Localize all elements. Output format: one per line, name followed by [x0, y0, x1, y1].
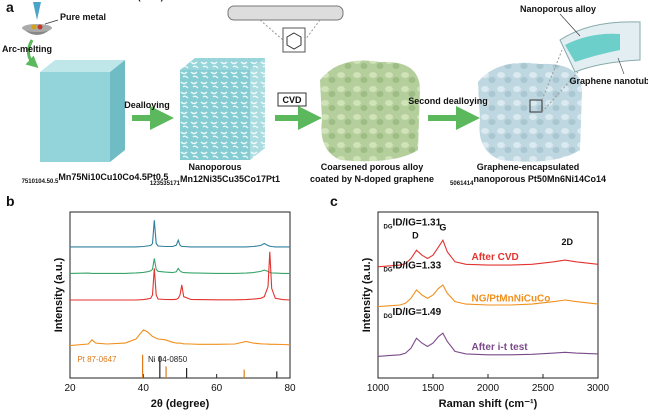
pointer	[44, 19, 59, 25]
step-label: Nanoporous alloy	[520, 4, 596, 14]
zoom-box	[529, 99, 543, 113]
caption: Coarsened porous alloy	[321, 162, 424, 172]
pointer	[617, 57, 625, 75]
caption: Graphene-encapsulated	[477, 162, 580, 172]
pyridine-box	[282, 27, 306, 53]
x-axis-label: 2θ (degree)	[151, 398, 210, 410]
caption: Nanoporous	[189, 162, 242, 172]
series-label: After CVD	[472, 252, 519, 263]
zoom-line	[304, 19, 321, 41]
crucible-top	[22, 24, 52, 32]
y-axis-label: Intensity (a.u.)	[361, 257, 373, 332]
reference-label: Pt 87-0647	[77, 355, 117, 364]
cube-top	[40, 60, 125, 72]
metal	[31, 24, 37, 30]
annotation: DGID/IG=1.31	[384, 217, 442, 230]
x-tick-label: 40	[138, 383, 150, 394]
coarsened-alloy	[320, 60, 420, 162]
pointer	[559, 13, 581, 37]
nanotube-alloy	[565, 33, 620, 62]
electrode	[33, 2, 41, 20]
series-line	[377, 238, 599, 268]
metal	[37, 24, 43, 30]
series-line	[69, 258, 290, 274]
series-line	[377, 332, 599, 357]
cube-side	[110, 60, 125, 162]
cvd-tube	[227, 5, 344, 21]
caption: coated by N-doped graphene	[310, 174, 434, 184]
step-label: Second dealloying	[408, 96, 488, 106]
panel-label: c	[330, 193, 338, 209]
porous-top	[180, 58, 265, 70]
x-tick-label: 60	[211, 383, 223, 394]
x-tick-label: 80	[284, 383, 296, 394]
x-tick-label: 20	[64, 383, 76, 394]
zoom-line	[541, 71, 579, 113]
series-line	[70, 220, 290, 248]
annotation: 2D	[561, 237, 573, 247]
zoom-line	[541, 49, 563, 101]
annotation: D	[412, 231, 419, 241]
schematic: a Pure metal Arc-melting Dealloying CVD …	[2, 0, 648, 162]
x-tick-label: 2500	[532, 383, 555, 394]
panel-label: b	[6, 193, 15, 209]
step-label: Graphene nanotube	[569, 76, 648, 86]
annotation: G	[439, 222, 446, 232]
porous-front	[180, 70, 250, 160]
reference-label: Ni 04-0850	[148, 355, 188, 364]
series-line	[377, 284, 599, 308]
cube-front	[40, 72, 110, 162]
y-axis-label: Intensity (a.u.)	[53, 257, 65, 332]
caption: 7510104.50.5Mn75Ni10Cu10Co4.5Pt0.5	[22, 172, 169, 185]
step-label: CVD	[282, 95, 302, 105]
series-label: NG/PtMnNiCuCo	[472, 294, 551, 305]
pyridine	[286, 32, 302, 50]
series-line	[70, 251, 291, 301]
arrow	[25, 39, 39, 69]
zoom-line	[259, 19, 284, 41]
x-tick-label: 2000	[477, 383, 500, 394]
annotation: (1 1 1)	[138, 0, 164, 2]
caption: 123535171Mn12Ni35Cu35Co17Pt1	[150, 174, 280, 187]
x-axis-label: Raman shift (cm⁻¹)	[439, 398, 538, 410]
cvd-box	[277, 92, 307, 107]
chart: c 1000 1500 2000 2500 3000 Raman shift (cm⁻¹) I…	[330, 193, 610, 410]
step-label: Arc-melting	[2, 44, 52, 54]
x-tick-label: 1000	[367, 383, 390, 394]
plot-frame	[69, 211, 291, 379]
step-label: Dealloying	[124, 100, 170, 110]
series-line	[69, 329, 291, 347]
porous-side	[250, 58, 265, 160]
annotation: DGID/IG=1.33	[384, 260, 442, 273]
panel-label: a	[6, 0, 14, 15]
x-tick-label: 3000	[587, 383, 610, 394]
step-label: Pure metal	[60, 12, 106, 22]
series-label: After i-t test	[472, 342, 529, 353]
x-tick-label: 1500	[422, 383, 445, 394]
annotation: DGID/IG=1.49	[384, 307, 442, 320]
caption: 5061414nanoporous Pt50Mn6Ni14Co14	[450, 174, 606, 187]
